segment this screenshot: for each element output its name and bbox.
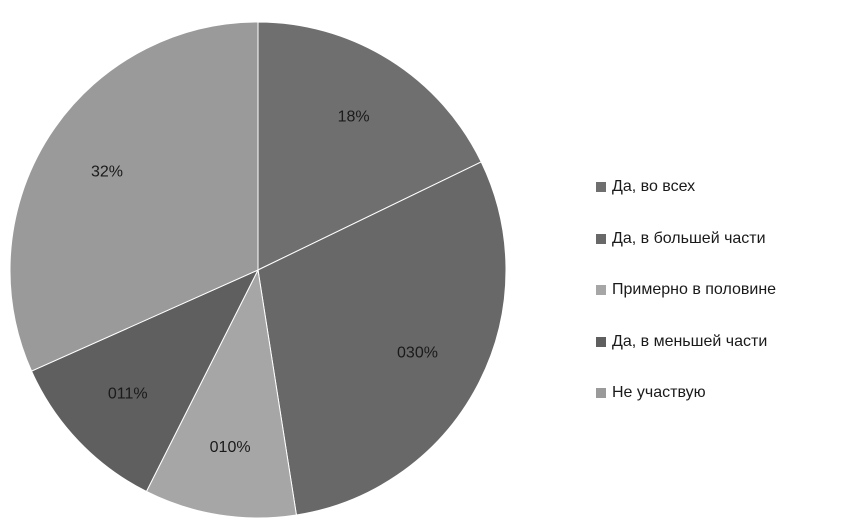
- data-label-1: 030%: [397, 345, 438, 362]
- pie-data-labels: 18% 030% 010% 011% 32%: [91, 109, 438, 456]
- legend-item-da-v-bolshey-chasti: Да, в большей части: [596, 226, 776, 252]
- data-label-3: 011%: [108, 385, 148, 402]
- pie-slice-1: [257, 161, 507, 516]
- legend-swatch: [596, 336, 606, 347]
- legend-item-da-v-menshey-chasti: Да, в меньшей части: [596, 329, 776, 355]
- legend-label: Не участвую: [612, 384, 706, 401]
- data-label-2: 010%: [210, 439, 251, 456]
- legend-item-da-vo-vseh: Да, во всех: [596, 174, 776, 200]
- data-label-4: 32%: [91, 163, 123, 180]
- pie-slice-2: [145, 268, 297, 519]
- data-label-0: 18%: [338, 109, 370, 126]
- pie-slice-0: [257, 21, 482, 271]
- legend-item-primerno-v-polovine: Примерно в половине: [596, 277, 776, 303]
- legend-label: Да, в большей части: [612, 229, 766, 247]
- legend-swatch: [596, 285, 606, 295]
- legend-label: Да, во всех: [612, 178, 696, 195]
- legend-swatch: [596, 388, 606, 398]
- legend-swatch: [596, 182, 606, 192]
- legend-label: Да, в меньшей части: [612, 332, 768, 350]
- pie-slice-4: [9, 21, 259, 372]
- legend-item-ne-uchastvuyu: Не участвую: [596, 380, 776, 406]
- chart-legend: Да, во всех Да, в большей части Примерно…: [596, 174, 776, 432]
- pie-slice-3: [30, 268, 260, 493]
- legend-swatch: [596, 233, 606, 244]
- pie-slices: [9, 21, 507, 519]
- legend-label: Примерно в половине: [612, 281, 777, 298]
